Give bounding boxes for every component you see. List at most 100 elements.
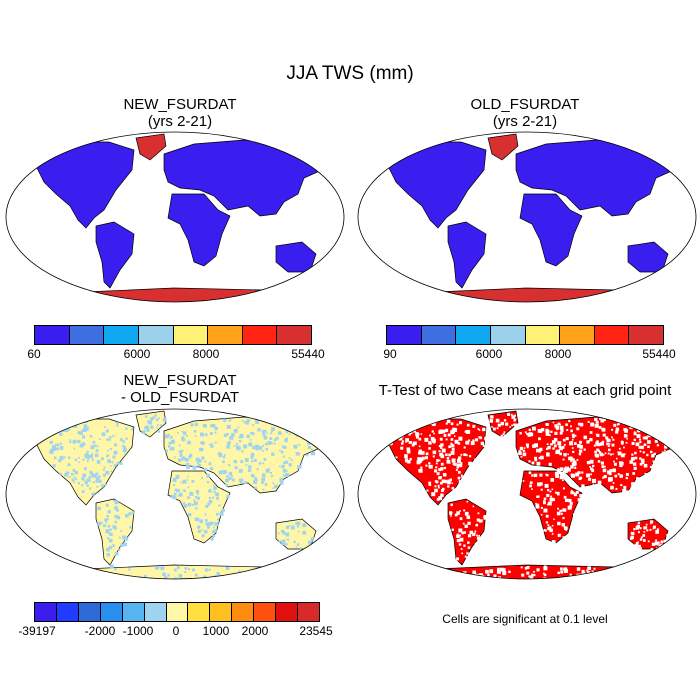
speckle-cell [458,579,461,582]
colorbar-swatch [35,603,57,621]
speckle-cell [458,456,462,460]
speckle-cell [592,464,595,468]
speckle-cell [468,461,472,466]
speckle-cell [571,458,575,462]
speckle-cell [477,512,480,515]
colorbar-swatch [104,326,139,344]
speckle-cell [453,573,457,577]
speckle-cell [641,423,644,426]
speckle-cell [169,435,173,439]
speckle-cell [197,462,200,465]
speckle-cell [285,472,290,477]
speckle-cell [604,465,606,468]
speckle-cell [451,429,455,434]
speckle-cell [557,441,562,446]
speckle-cell [146,428,150,432]
colorbar-old [386,325,664,345]
speckle-cell [258,462,262,465]
speckle-cell [629,425,633,430]
speckle-cell [551,488,554,491]
speckle-cell [419,451,424,455]
speckle-cell [103,466,106,469]
speckle-cell [162,417,167,422]
speckle-cell [606,442,609,446]
speckle-cell [472,424,476,428]
speckle-cell [670,429,674,432]
speckle-cell [499,567,504,572]
speckle-cell [551,540,556,544]
speckle-cell [564,526,568,531]
speckle-cell [637,573,639,576]
speckle-cell [638,544,641,548]
speckle-cell [89,470,91,473]
map-new-fsurdat [5,131,345,303]
speckle-cell [660,435,662,437]
colorbar-diff-label: -1000 [122,624,154,638]
speckle-cell [529,484,532,488]
speckle-cell [182,431,187,435]
speckle-cell [564,467,568,472]
speckle-cell [655,539,658,542]
speckle-cell [534,456,537,460]
speckle-cell [652,461,657,466]
speckle-cell [270,427,275,432]
speckle-cell [251,474,255,478]
speckle-cell [443,479,448,484]
speckle-cell [228,471,233,476]
speckle-cell [562,438,566,442]
speckle-cell [193,501,198,506]
speckle-cell [624,453,626,456]
speckle-cell [543,501,546,505]
speckle-cell [91,458,94,461]
speckle-cell [193,499,196,502]
speckle-cell [581,471,584,474]
speckle-cell [204,568,208,572]
speckle-cell [89,435,93,438]
speckle-cell [549,463,552,466]
speckle-cell [282,474,286,477]
speckle-cell [562,536,566,539]
speckle-cell [520,455,523,458]
speckle-cell [204,460,207,463]
speckle-cell [186,435,189,437]
speckle-cell [270,572,274,575]
speckle-cell [655,530,660,534]
speckle-cell [189,453,193,457]
speckle-cell [210,443,213,446]
speckle-cell [435,462,438,465]
speckle-cell [449,512,453,516]
speckle-cell [91,453,94,456]
speckle-cell [270,432,273,435]
speckle-cell [636,477,640,481]
speckle-cell [461,552,463,555]
speckle-cell [431,492,436,497]
speckle-cell [214,522,219,527]
speckle-cell [583,435,588,440]
speckle-cell [116,509,119,512]
speckle-cell [43,433,46,436]
speckle-cell [471,581,473,583]
speckle-cell [545,473,548,476]
speckle-cell [642,451,645,454]
speckle-cell [193,430,197,433]
speckle-cell [199,582,201,583]
speckle-cell [652,427,655,430]
speckle-cell [466,557,469,560]
speckle-cell [562,479,564,482]
speckle-cell [231,433,235,437]
speckle-cell [634,456,638,460]
speckle-cell [454,513,458,517]
speckle-cell [114,520,118,524]
speckle-cell [281,529,285,533]
speckle-cell [614,474,618,478]
speckle-cell [567,468,571,472]
speckle-cell [564,469,568,474]
speckle-cell [616,427,619,430]
colorbar-old-label: 6000 [475,347,503,361]
speckle-cell [404,454,408,458]
speckle-cell [451,447,455,451]
speckle-cell [124,513,129,518]
speckle-cell [104,483,107,486]
speckle-cell [255,419,258,422]
speckle-cell [290,525,295,530]
